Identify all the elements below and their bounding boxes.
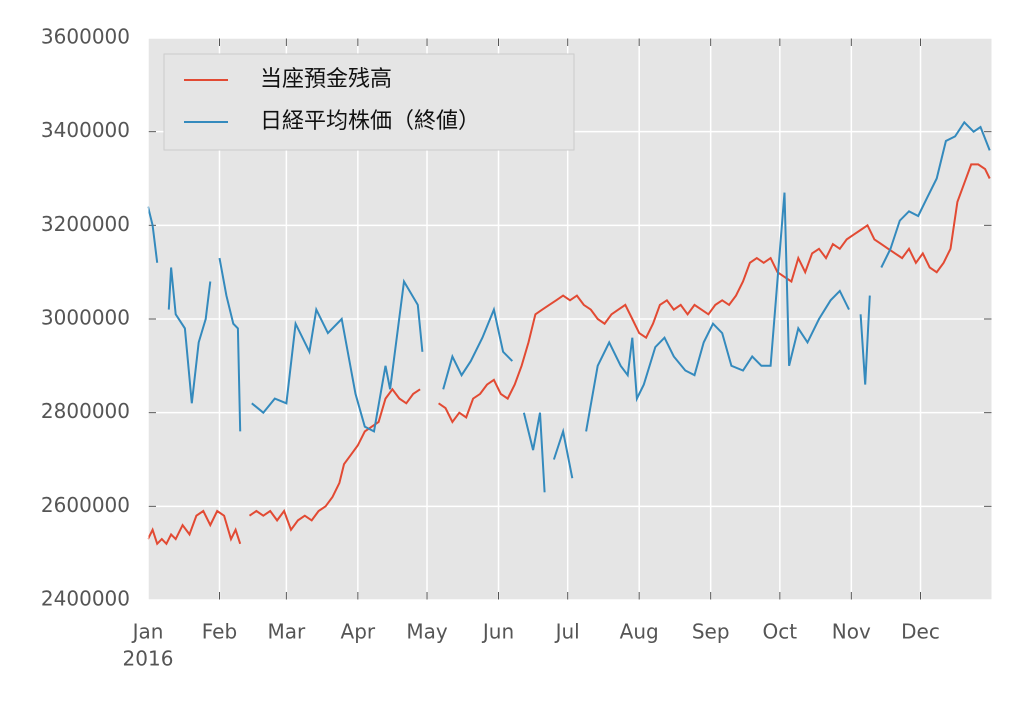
line — [147, 120, 991, 493]
y-tick-label: 3000000 — [41, 306, 130, 330]
x-tick-label: Feb — [202, 620, 237, 644]
y-tick-label: 3400000 — [41, 118, 130, 142]
x-tick-label: Nov — [832, 620, 871, 644]
y-tick-label: 2800000 — [41, 399, 130, 423]
x-offset-label: 2016 — [123, 647, 174, 671]
legend-box — [163, 53, 575, 151]
x-tick-label: Jun — [481, 620, 514, 644]
x-tick-label: Aug — [620, 620, 659, 644]
plot-frame — [147, 37, 993, 601]
x-tick-label: Jan — [131, 620, 164, 644]
x-tick-label: Sep — [692, 620, 730, 644]
x-tick-label: Oct — [763, 620, 798, 644]
x-tick-label: Dec — [901, 620, 940, 644]
legend-label: 当座預金残高 — [260, 67, 392, 92]
x-tick-label: Jul — [554, 620, 580, 644]
legend-label: 日経平均株価（終値） — [260, 109, 480, 134]
line — [147, 163, 991, 546]
y-tick-label: 2400000 — [41, 587, 130, 611]
y-tick-label: 3600000 — [41, 25, 130, 49]
y-tick-label: 3200000 — [41, 212, 130, 236]
x-tick-label: Mar — [267, 620, 306, 644]
x-tick-label: Apr — [341, 620, 376, 644]
y-tick-label: 2600000 — [41, 493, 130, 517]
x-tick-label: May — [406, 620, 448, 644]
